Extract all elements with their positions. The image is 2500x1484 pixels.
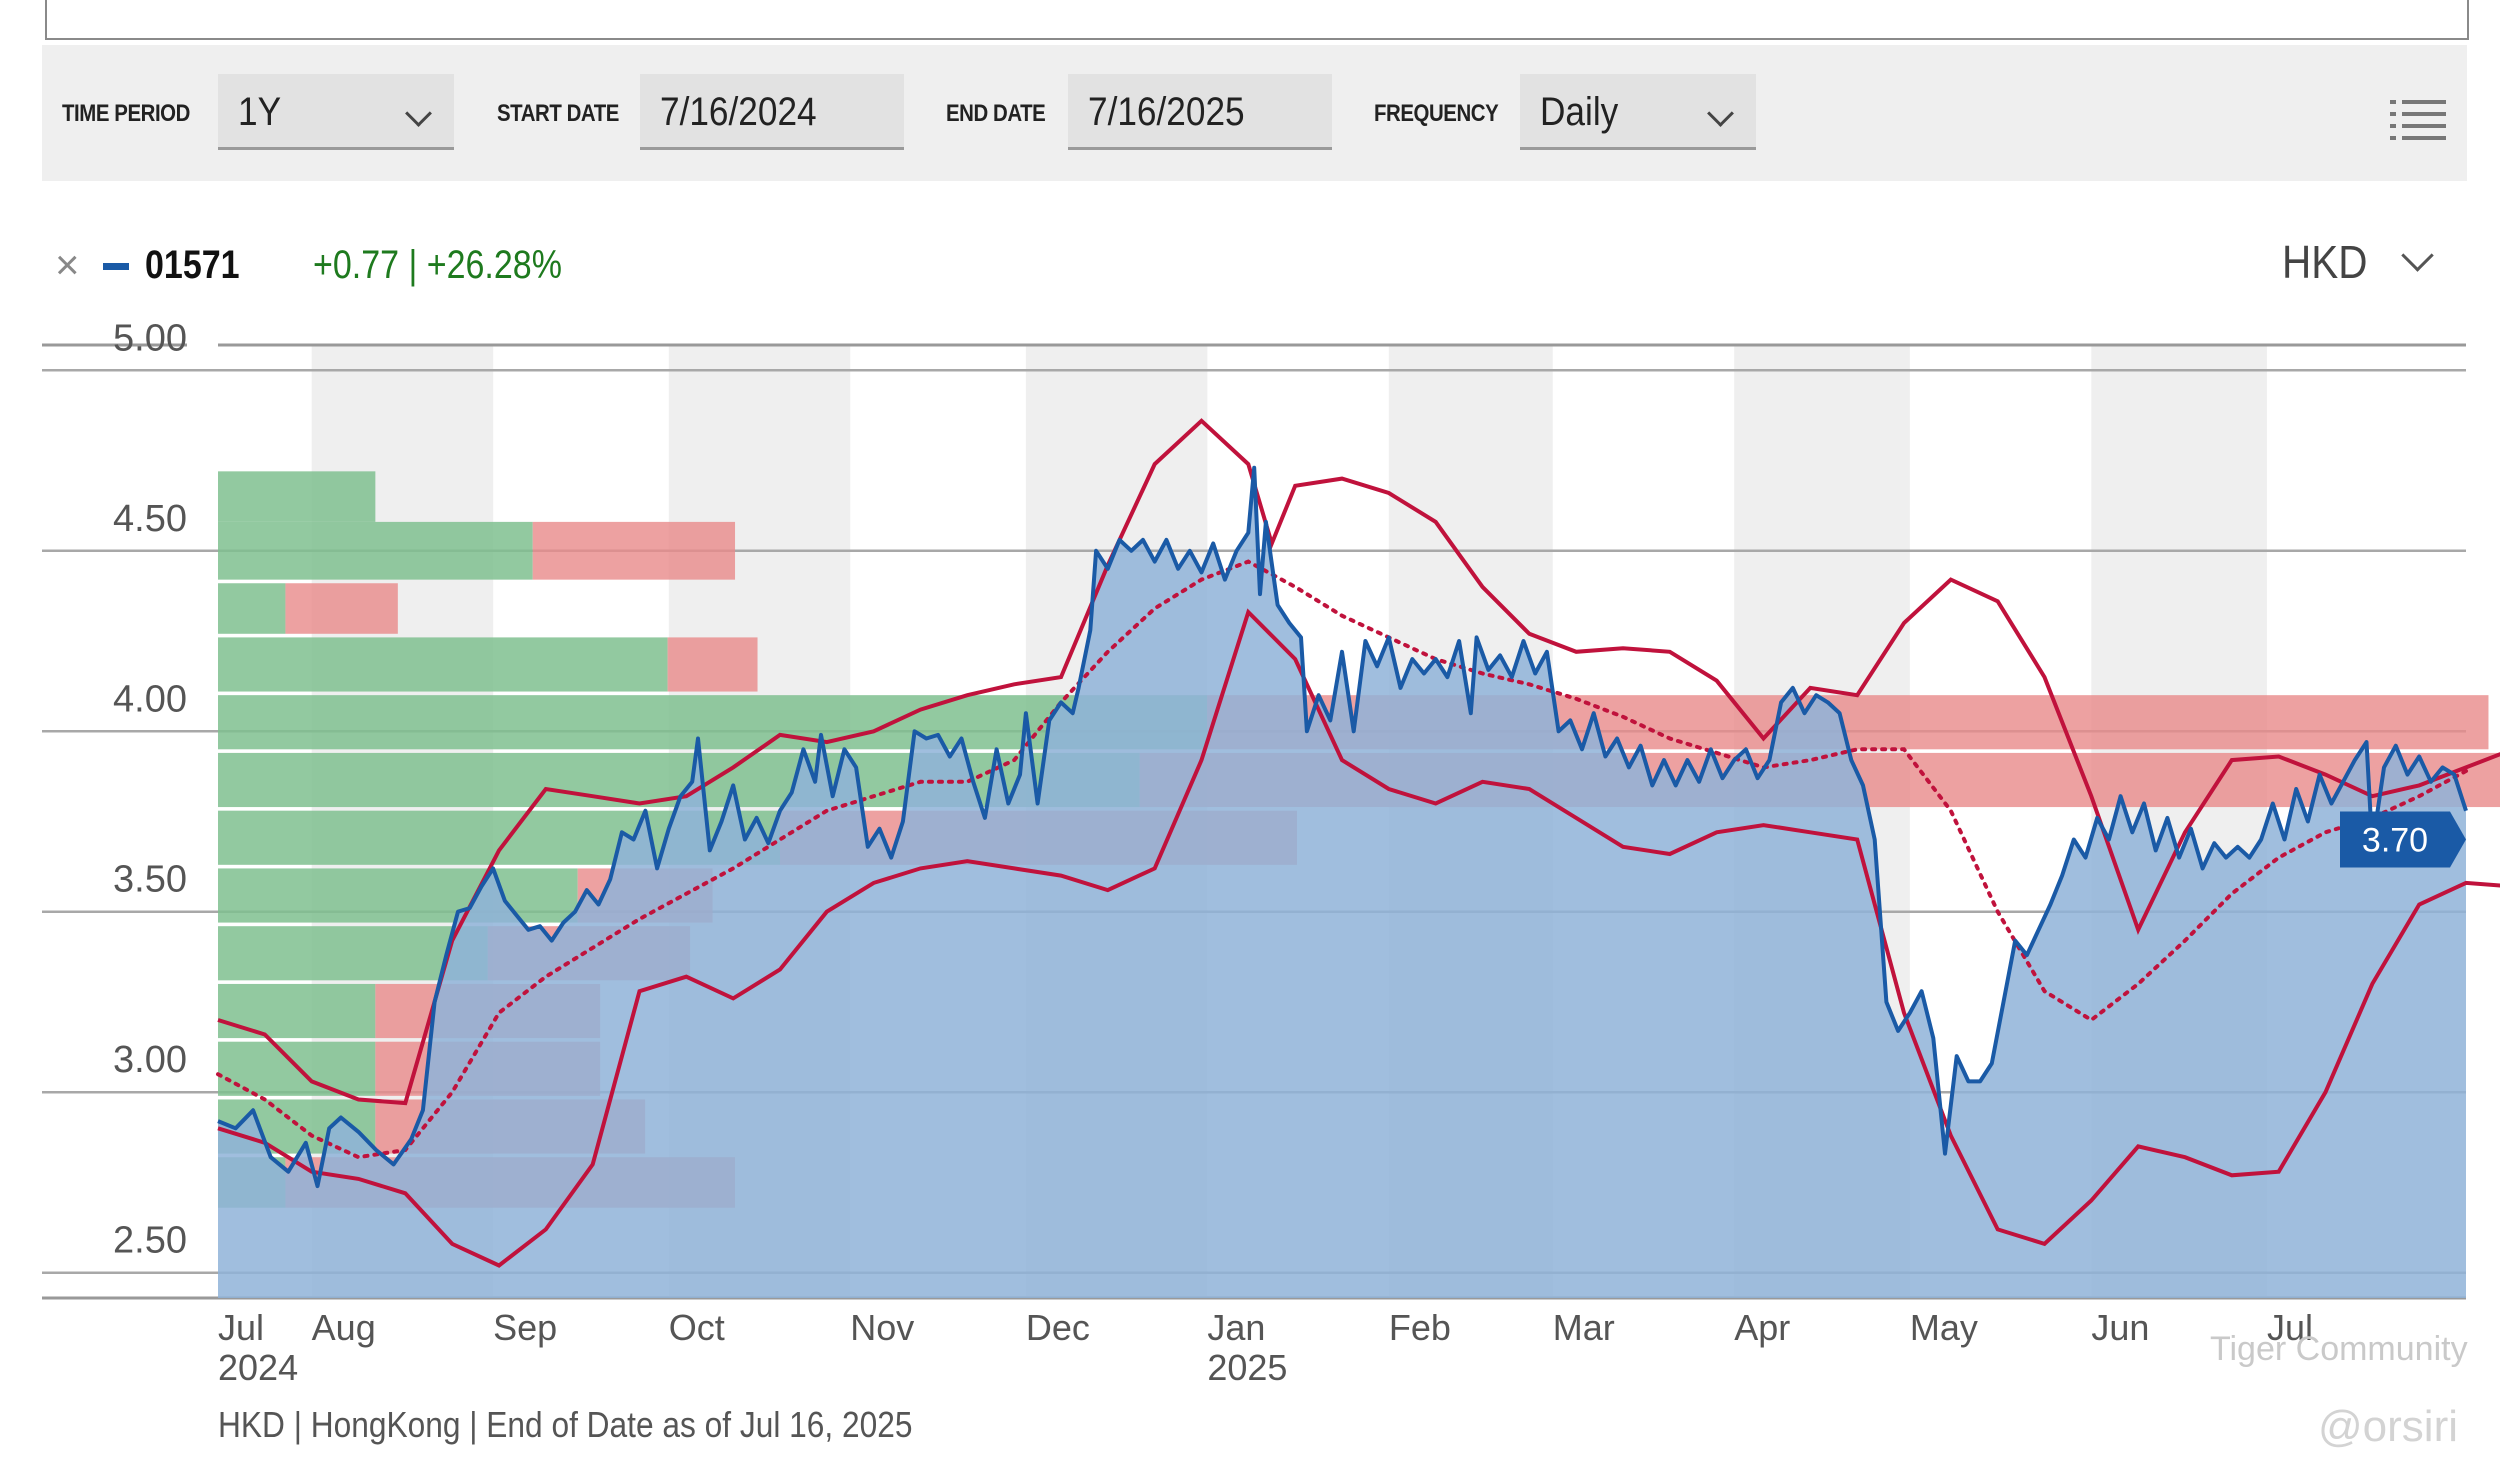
last-price-badge-shape [2340,811,2466,868]
series-change: +0.77 | +26.28% [313,243,562,287]
start-date-input[interactable]: 7/16/2024 [640,74,904,150]
x-tick-label: Mar [1553,1307,1615,1348]
x-tick-label: May [1910,1307,1978,1348]
x-tick-label: Jul [218,1307,264,1348]
y-tick-label: 5.00 [113,317,187,359]
volume-up-bar [218,471,376,522]
start-date-label: START DATE [497,100,619,127]
y-tick-label: 4.50 [113,498,187,540]
y-tick-label: 3.50 [113,859,187,901]
x-tick-label: Nov [850,1307,914,1348]
watermark-community: Tiger Community [2210,1330,2468,1368]
volume-down-bar [667,637,758,692]
x-tick-label: Aug [312,1307,376,1348]
start-date-value: 7/16/2024 [660,90,817,134]
y-axis: 5.00 4.50 4.00 3.50 3.00 2.50 [113,317,187,1261]
series-lines [216,418,2500,1268]
last-price-badge: 3.70 [2340,811,2466,868]
volume-up-bar [218,521,533,580]
x-tick-label: Oct [669,1307,725,1348]
y-tick-label: 2.50 [113,1220,187,1262]
chart-footnote: HKD | HongKong | End of Date as of Jul 1… [218,1404,913,1445]
y-tick-label: 4.00 [113,678,187,720]
last-price-marker: 3.70 [2340,811,2466,868]
volume-up-bar [218,983,376,1039]
time-period-value: 1Y [238,90,282,134]
price-area-fill [218,467,2466,1298]
volume-up-bar [218,637,668,692]
volume-up-bar [218,695,1208,750]
series-symbol: 01571 [145,243,240,287]
lower-band-line [217,608,2500,1268]
frequency-select[interactable]: Daily [1520,74,1756,150]
x-tick-label: Feb [1389,1307,1451,1348]
upper-band-line [217,418,2500,1106]
end-date-value: 7/16/2025 [1088,90,1245,134]
x-tick-label: Jul [2267,1307,2313,1348]
volume-up-bar [218,868,578,923]
price-area [218,467,2466,1298]
x-tick-label: Jun [2091,1307,2149,1348]
volume-down-bar [532,521,736,580]
time-period-select[interactable]: 1Y [218,74,454,150]
list-icon[interactable] [2390,98,2446,144]
currency-select[interactable]: HKD [2282,236,2368,288]
last-price-value: 3.70 [2362,822,2428,860]
x-tick-label: Sep [493,1307,557,1348]
x-year-label: 2024 [218,1347,298,1388]
volume-up-bar [218,583,286,634]
close-icon[interactable]: × [55,241,80,288]
moving-average-line [216,559,2468,1160]
x-tick-label: Jan [1207,1307,1265,1348]
watermark-handle: @orsiri [2318,1402,2458,1451]
x-year-label: 2025 [1207,1347,1287,1388]
end-date-input[interactable]: 7/16/2025 [1068,74,1332,150]
volume-down-bar [285,583,398,634]
x-tick-label: Dec [1026,1307,1090,1348]
frequency-value: Daily [1540,90,1619,134]
x-tick-label: Apr [1734,1307,1790,1348]
series-color-swatch [103,263,129,270]
price-line [217,465,2468,1189]
y-tick-label: 3.00 [113,1039,187,1081]
frequency-label: FREQUENCY [1374,100,1499,127]
time-period-label: TIME PERIOD [62,100,190,127]
top-panel-box [45,0,2469,40]
end-date-label: END DATE [946,100,1046,127]
